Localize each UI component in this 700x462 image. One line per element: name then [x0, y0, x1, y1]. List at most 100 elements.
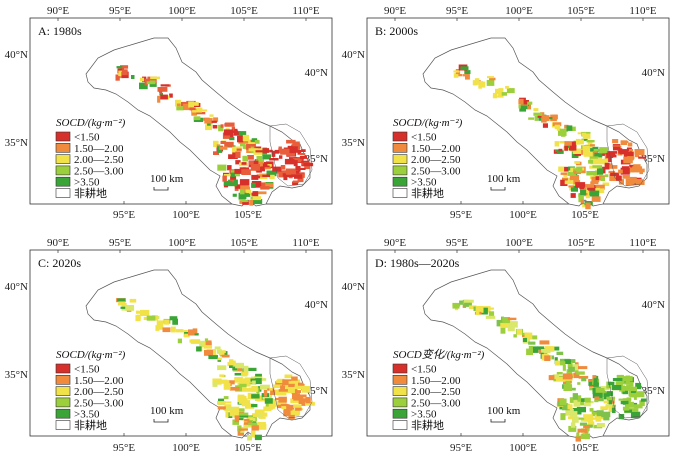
- farmland-patch: [564, 146, 569, 151]
- farmland-patch: [235, 151, 241, 158]
- farmland-patch: [285, 168, 296, 175]
- farmland-patch: [583, 151, 593, 157]
- farmland-patch: [573, 400, 581, 407]
- legend-label: 2.50—3.00: [411, 397, 461, 409]
- farmland-patch: [236, 148, 242, 151]
- farmland-patches: [116, 298, 315, 441]
- farmland-patch: [297, 390, 301, 393]
- farmland-patch: [562, 177, 569, 181]
- farmland-patch: [526, 103, 531, 110]
- legend-label: 1.50—2.00: [411, 143, 461, 155]
- farmland-patch: [250, 378, 258, 382]
- farmland-patch: [117, 298, 126, 302]
- farmland-patch: [286, 409, 295, 416]
- farmland-patch: [564, 141, 572, 146]
- legend-label: <1.50: [74, 364, 100, 376]
- farmland-patch: [631, 393, 640, 397]
- farmland-patch: [139, 82, 148, 90]
- panel-title: D: 1980s—2020s: [375, 256, 460, 270]
- farmland-patch: [144, 78, 148, 86]
- farmland-patch: [247, 155, 254, 160]
- legend-label: 2.00—2.50: [411, 386, 461, 398]
- farmland-patch: [248, 422, 257, 426]
- farmland-patch: [252, 414, 257, 422]
- farmland-patch: [566, 125, 573, 131]
- farmland-patch: [232, 366, 238, 371]
- farmland-patch: [243, 420, 253, 425]
- farmland-patch: [260, 182, 270, 188]
- top-tick-label: 95°E: [446, 5, 468, 17]
- farmland-patch: [239, 184, 246, 190]
- farmland-patch: [298, 382, 304, 387]
- scale-label: 100 km: [487, 173, 521, 185]
- legend-label: 1.50—2.00: [74, 375, 124, 387]
- farmland-patch: [251, 138, 258, 142]
- farmland-patch: [240, 428, 245, 433]
- farmland-patch: [492, 92, 498, 99]
- farmland-patch: [293, 396, 304, 401]
- legend-title: SOCD/(kg·m⁻²): [56, 117, 126, 129]
- farmland-patch: [589, 184, 596, 192]
- top-tick-label: 105°E: [567, 5, 595, 17]
- farmland-patch: [218, 124, 224, 132]
- farmland-patch: [488, 311, 495, 317]
- farmland-patch: [191, 109, 197, 116]
- bottom-tick-label: 105°E: [234, 442, 262, 454]
- farmland-patch: [578, 366, 588, 370]
- farmland-patch: [590, 158, 599, 165]
- farmland-patch: [249, 199, 253, 206]
- farmland-patch: [232, 419, 239, 425]
- farmland-patch: [233, 411, 240, 418]
- legend-swatch: [55, 386, 71, 396]
- farmland-patches: [452, 299, 647, 442]
- farmland-patch: [577, 132, 584, 135]
- farmland-patch: [279, 155, 283, 159]
- farmland-patch: [252, 413, 258, 417]
- bottom-tick-label: 100°E: [172, 442, 200, 454]
- east-region-boundary: [269, 123, 313, 187]
- farmland-patch: [586, 171, 597, 176]
- farmland-patch: [228, 380, 235, 385]
- farmland-patch: [567, 141, 577, 148]
- farmland-patch: [212, 382, 218, 387]
- farmland-patch: [189, 107, 196, 111]
- farmland-patch: [531, 346, 539, 353]
- farmland-patch: [629, 149, 634, 152]
- farmland-patch: [244, 185, 250, 189]
- farmland-patch: [162, 327, 171, 333]
- farmland-patch: [217, 164, 227, 171]
- farmland-patch: [239, 382, 247, 388]
- farmland-patch: [222, 175, 227, 182]
- legend-label: 2.00—2.50: [74, 386, 124, 398]
- farmland-patch: [239, 378, 249, 384]
- farmland-patch: [216, 144, 221, 148]
- farmland-patch: [280, 165, 286, 170]
- map-panel-a: 90°E 95°E 100°E 105°E 110°E 95°E 100°E 105°E 40°…: [5, 5, 333, 221]
- farmland-patch: [192, 110, 202, 113]
- farmland-patch: [495, 88, 502, 93]
- legend-label: 1.50—2.00: [411, 375, 461, 387]
- farmland-patch: [601, 411, 611, 418]
- farmland-patch: [149, 82, 157, 87]
- farmland-patch: [229, 409, 234, 417]
- farmland-patch: [522, 337, 527, 342]
- farmland-patch: [558, 148, 563, 152]
- farmland-patch: [574, 161, 580, 164]
- farmland-patch: [507, 324, 515, 332]
- farmland-patch: [520, 100, 529, 107]
- farmland-patch: [224, 122, 235, 127]
- farmland-patch: [584, 415, 594, 422]
- farmland-patch: [610, 172, 620, 176]
- east-region-boundary: [606, 355, 650, 419]
- left-tick-label: 40°N: [342, 281, 365, 293]
- farmland-patch: [596, 410, 604, 418]
- farmland-patch: [251, 404, 258, 408]
- farmland-patch: [209, 114, 214, 117]
- farmland-patch: [243, 365, 249, 373]
- farmland-patch: [231, 126, 235, 133]
- farmland-patch: [288, 146, 298, 153]
- farmland-patch: [623, 151, 634, 159]
- farmland-patch: [271, 150, 276, 157]
- farmland-patch: [214, 346, 221, 350]
- farmland-patch: [118, 70, 124, 77]
